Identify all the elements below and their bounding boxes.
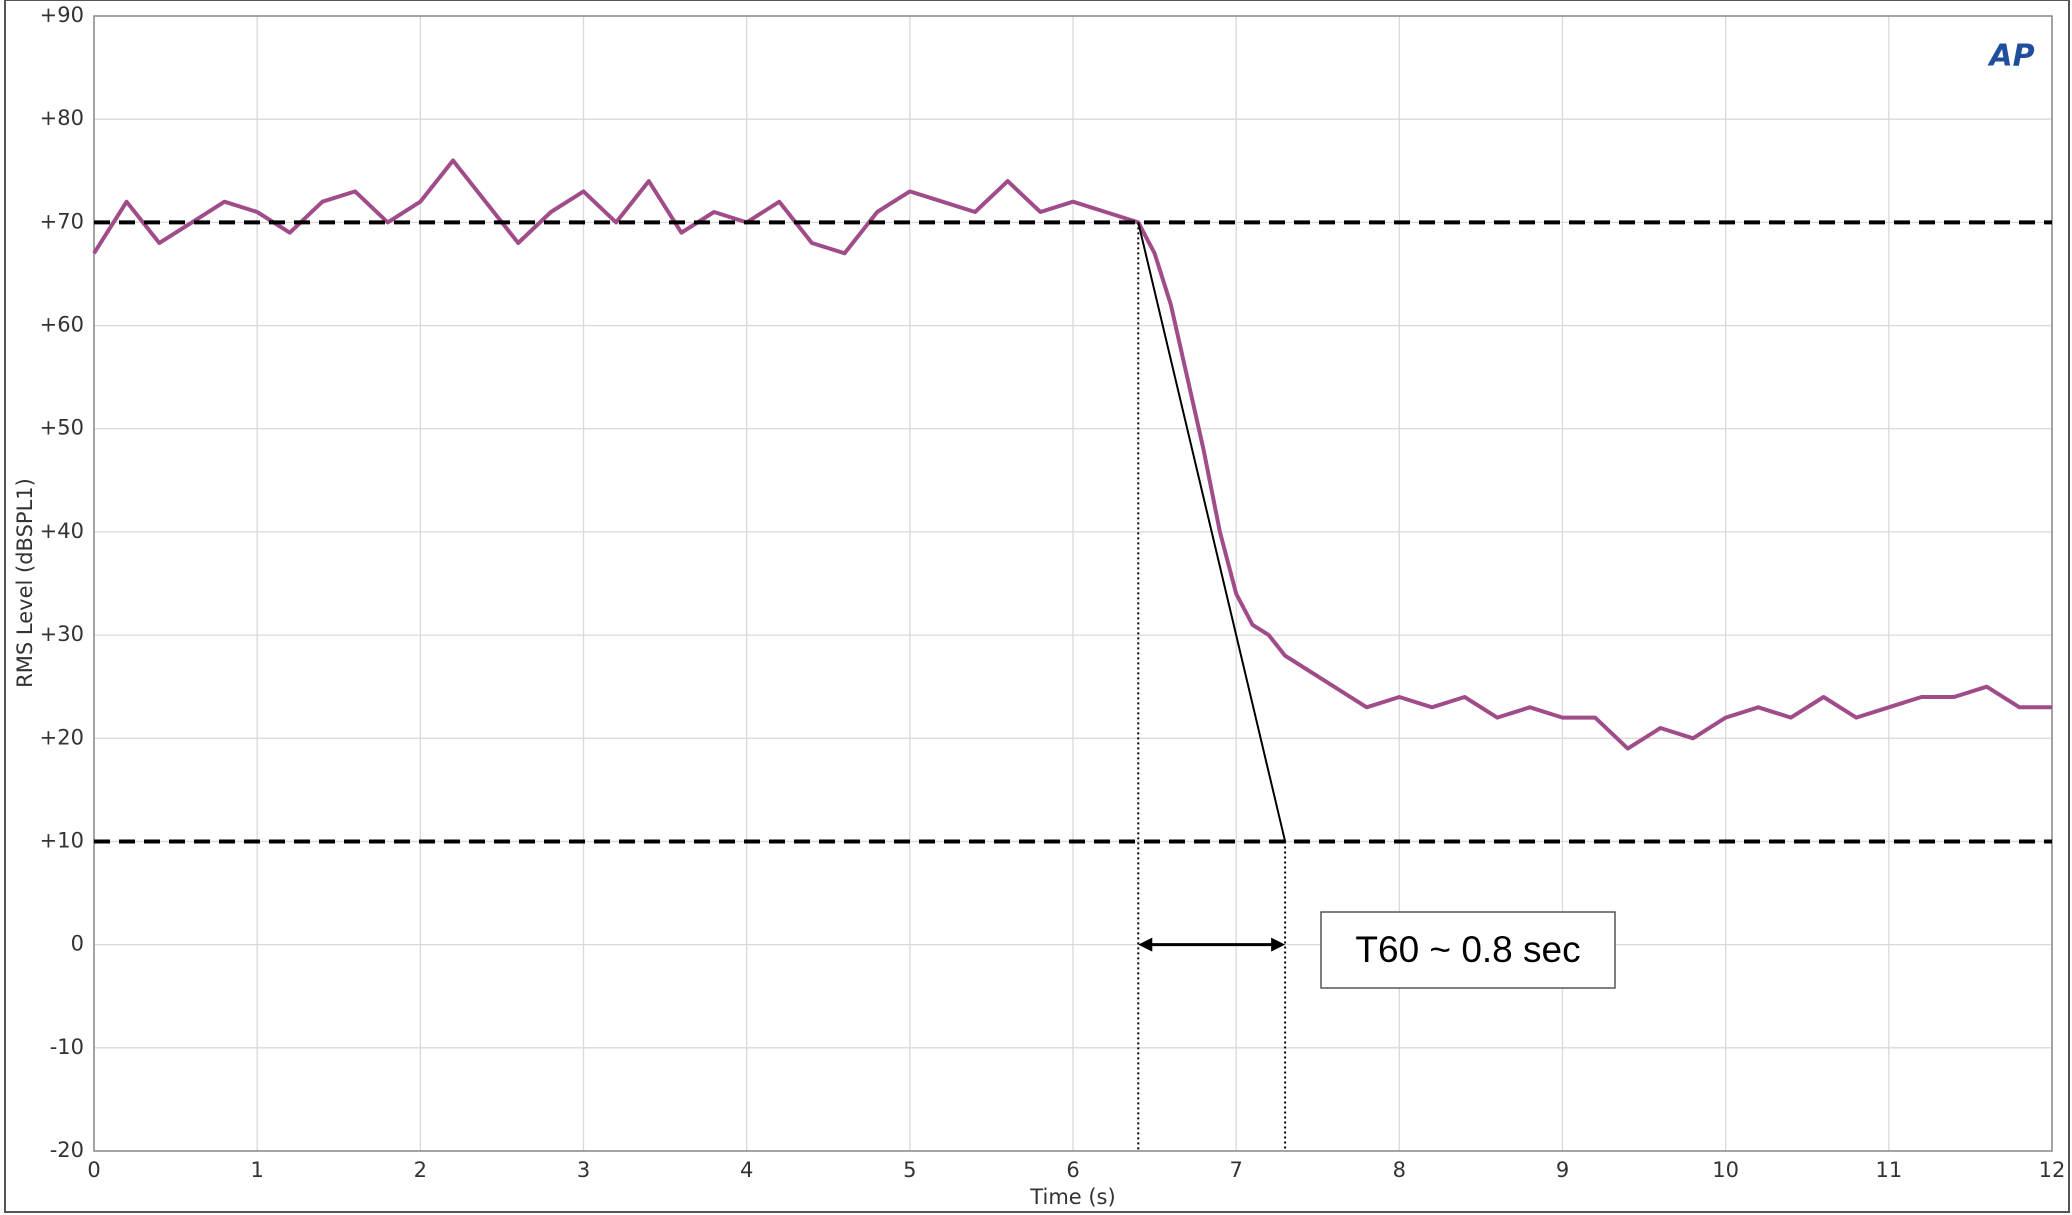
y-tick-label: +20 — [40, 725, 84, 749]
y-tick-label: +30 — [40, 622, 84, 646]
plot-border — [93, 15, 2053, 1152]
x-tick-label: 0 — [87, 1158, 100, 1182]
x-axis-title: Time (s) — [1029, 1185, 1115, 1209]
x-tick-label: 1 — [250, 1158, 263, 1182]
x-tick-label: 3 — [577, 1158, 590, 1182]
x-tick-label: 5 — [903, 1158, 916, 1182]
x-tick-label: 10 — [1712, 1158, 1739, 1182]
annotation-box — [1320, 911, 1616, 989]
y-tick-label: -20 — [50, 1138, 84, 1162]
x-tick-label: 12 — [2039, 1158, 2066, 1182]
y-tick-label: +90 — [40, 3, 84, 27]
y-tick-label: +10 — [40, 828, 84, 852]
arrow-head — [1271, 937, 1286, 952]
arrow-head — [1138, 937, 1153, 952]
y-tick-label: +60 — [40, 313, 84, 337]
x-tick-label: 4 — [740, 1158, 753, 1182]
x-tick-label: 7 — [1229, 1158, 1242, 1182]
logo: AP — [1987, 39, 2034, 74]
x-tick-label: 11 — [1875, 1158, 1902, 1182]
x-tick-label: 2 — [414, 1158, 427, 1182]
y-tick-label: -10 — [50, 1035, 84, 1059]
y-tick-label: +40 — [40, 519, 84, 543]
frame — [4, 0, 2070, 1213]
y-axis-title: RMS Level (dBSPL1) — [13, 478, 37, 688]
x-tick-label: 6 — [1066, 1158, 1079, 1182]
annotation: T60 ~ 0.8 sec — [1355, 929, 1580, 970]
data-line — [92, 158, 2052, 751]
y-tick-label: +50 — [40, 416, 84, 440]
y-tick-label: +80 — [40, 106, 84, 130]
x-tick-label: 9 — [1556, 1158, 1569, 1182]
y-tick-label: 0 — [71, 932, 84, 956]
x-tick-label: 8 — [1393, 1158, 1406, 1182]
y-tick-label: +70 — [40, 209, 84, 233]
fit-line — [1137, 222, 1287, 842]
